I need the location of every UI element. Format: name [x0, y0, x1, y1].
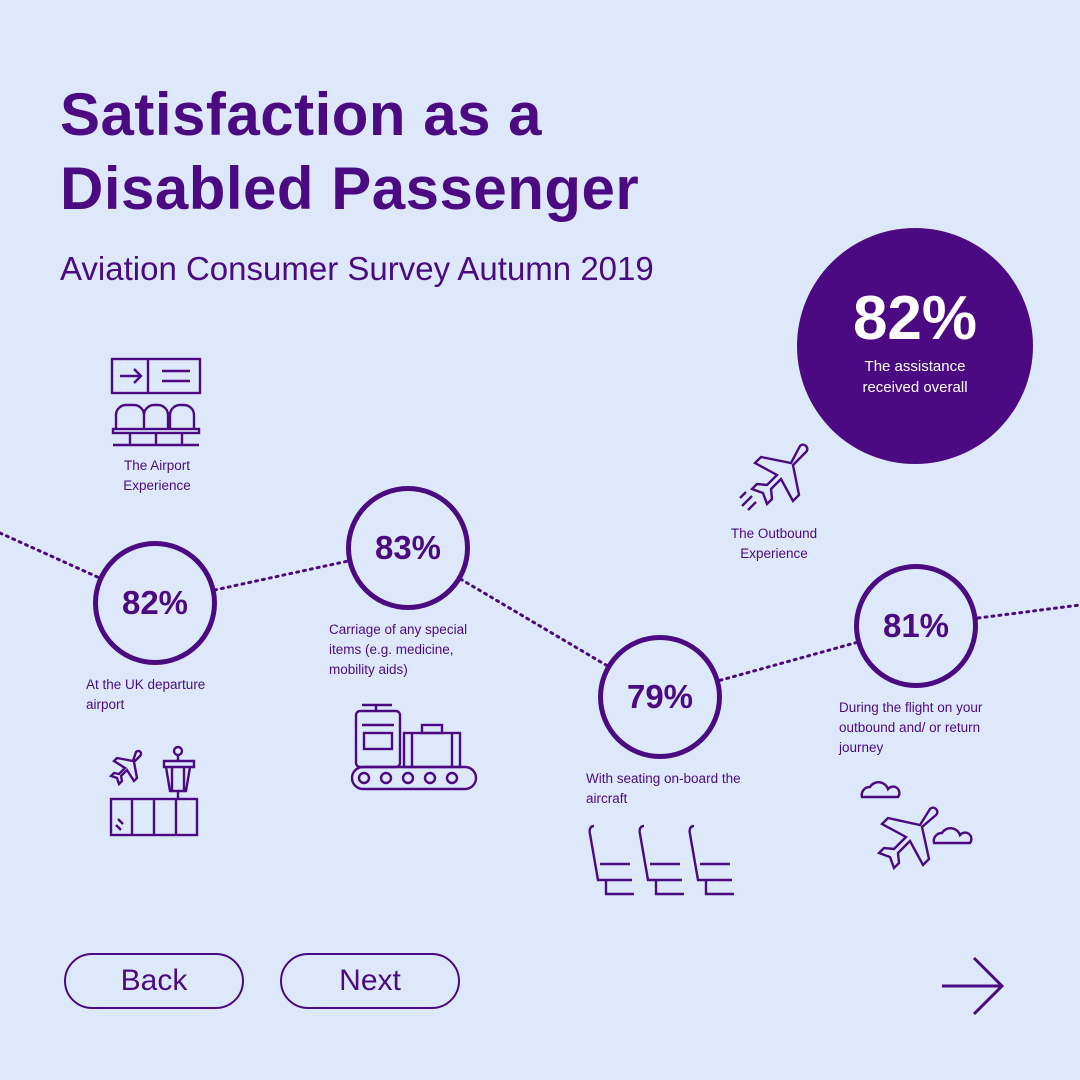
- back-button[interactable]: Back: [64, 953, 244, 1009]
- stat-circle-special-items: 83%: [346, 486, 470, 610]
- page-subtitle: Aviation Consumer Survey Autumn 2019: [60, 250, 654, 287]
- luggage-conveyor-icon: [350, 703, 478, 791]
- plane-clouds-icon: [860, 781, 973, 871]
- section-label-airport: The Airport Experience: [123, 458, 191, 493]
- aircraft-seats-icon: [588, 824, 736, 896]
- overall-value: 82%: [852, 284, 978, 353]
- control-tower-icon: [108, 745, 199, 837]
- overall-label: The assistance received overall: [862, 358, 968, 396]
- stat-circle-in-flight: 81%: [854, 564, 978, 688]
- arrow-right-icon[interactable]: [938, 953, 1008, 1019]
- overall-stat-circle: 82% The assistance received overall: [797, 228, 1033, 464]
- plane-takeoff-icon: [739, 443, 809, 511]
- airport-lounge-icon: [110, 357, 202, 447]
- stat-circle-seating: 79%: [598, 635, 722, 759]
- stat-circle-departure-airport: 82%: [93, 541, 217, 665]
- page-title: Satisfaction as a Disabled Passenger: [60, 81, 640, 222]
- stat-label-seating: With seating on-board the aircraft: [586, 771, 741, 806]
- stat-label-departure-airport: At the UK departure airport: [86, 677, 206, 712]
- stat-label-special-items: Carriage of any special items (e.g. medi…: [329, 622, 468, 677]
- next-button[interactable]: Next: [280, 953, 460, 1009]
- section-label-outbound: The Outbound Experience: [730, 526, 818, 561]
- stat-label-in-flight: During the flight on your outbound and/ …: [839, 700, 983, 755]
